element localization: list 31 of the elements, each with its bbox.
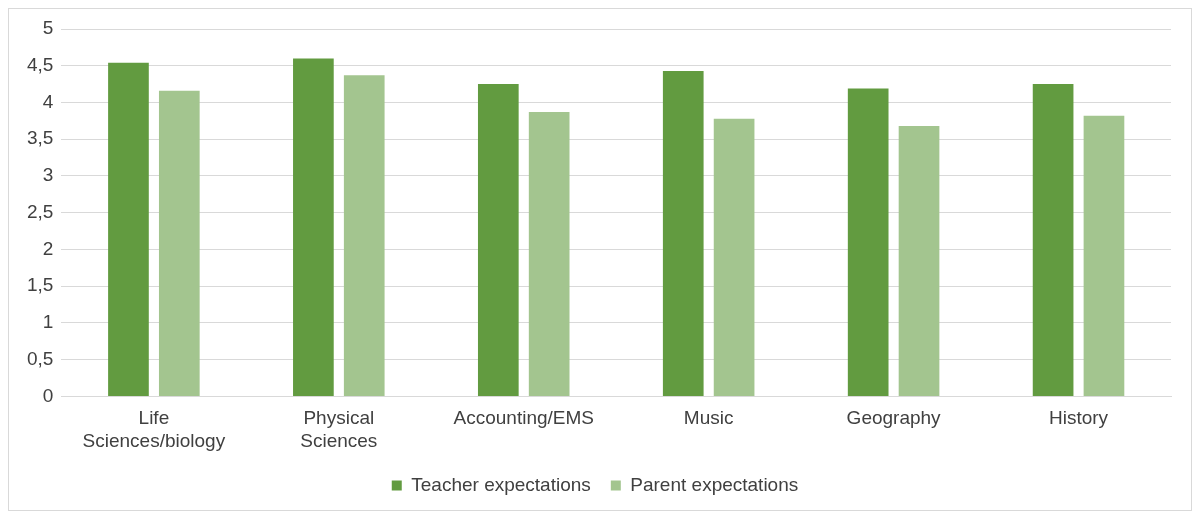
bar [1032,84,1074,396]
bar [108,62,149,396]
bar [1083,115,1125,396]
x-tick-label: Geography [846,407,942,429]
y-tick-label: 1 [42,311,54,333]
x-tick-label: Physical Sciences [300,407,378,451]
bar [898,125,940,396]
y-tick-label: 3,5 [26,127,54,149]
legend-label: Parent expectations [630,473,799,495]
y-tick-label: 1,5 [26,274,54,296]
bar [477,84,519,396]
bar [847,88,889,396]
x-tick-label: Accounting/EMS [453,407,594,429]
bar [343,75,385,396]
y-tick-label: 4 [42,90,54,112]
y-tick-label: 5 [42,17,54,39]
y-tick-label: 3 [42,164,54,186]
bar [528,112,570,396]
bar [713,118,755,396]
y-tick-label: 2 [42,237,54,259]
x-tick-label: Music [683,407,734,429]
y-tick-label: 0 [42,384,54,406]
y-tick-label: 0,5 [26,347,54,369]
y-tick-label: 4,5 [26,53,54,75]
x-tick-label: History [1048,407,1109,429]
bar [293,58,334,396]
x-tick-label: Life Sciences/biology [82,407,226,451]
bar [158,90,200,396]
bar [662,70,704,396]
legend-label: Teacher expectations [411,473,591,495]
y-tick-label: 2,5 [26,200,54,222]
